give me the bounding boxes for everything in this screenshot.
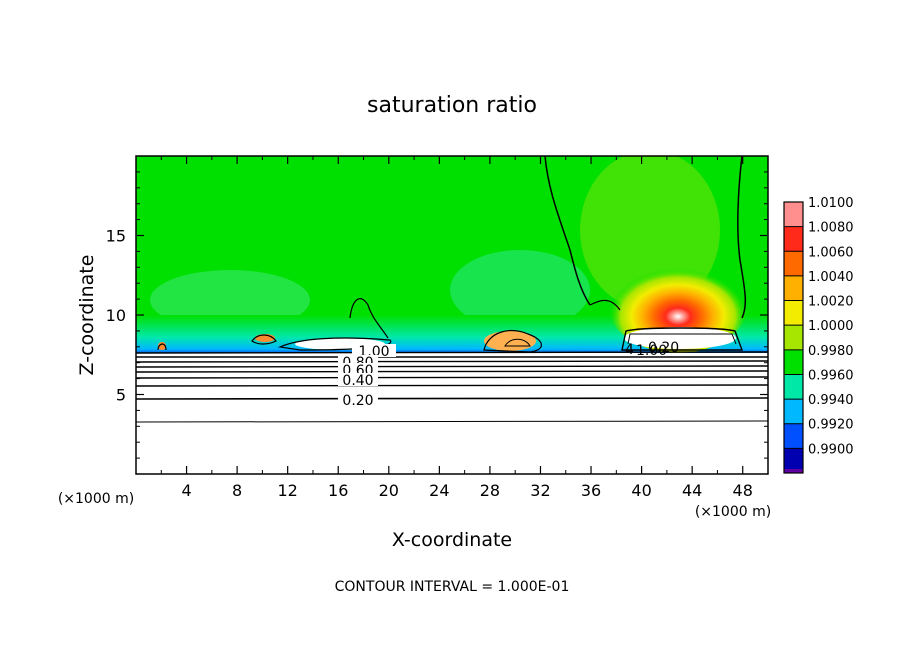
x-axis-label: X-coordinate <box>392 529 512 551</box>
contour-line <box>136 376 768 379</box>
y-axis-label: Z-coordinate <box>76 255 98 376</box>
contour-label-bg <box>338 363 378 376</box>
colorbar-label: 0.9980 <box>808 344 854 359</box>
x-tick-label: 28 <box>480 481 500 500</box>
colorbar-label: 1.0000 <box>808 319 854 334</box>
contour-label: 0.20 <box>342 393 373 409</box>
colorbar-swatch <box>784 349 803 375</box>
y-axis: 5 10 15 <box>106 171 768 459</box>
x-tick-label: 32 <box>530 481 550 500</box>
contour-line <box>136 384 768 387</box>
x-tick-label: 4 <box>181 481 191 500</box>
contour-interval-note: CONTOUR INTERVAL = 1.000E-01 <box>335 579 570 595</box>
chart-title: saturation ratio <box>367 93 537 118</box>
contour-line <box>737 156 747 319</box>
x-tick-label: 16 <box>328 481 348 500</box>
contour-line <box>483 329 542 353</box>
colorbar: 1.0100 1.0080 1.0060 1.0040 1.0020 1.0000 0.99… <box>783 196 854 474</box>
contour-line <box>136 360 768 363</box>
contour-label-bg <box>338 373 378 386</box>
x-tick-label: 12 <box>278 481 298 500</box>
colorbar-swatch <box>784 399 803 425</box>
contour-line <box>544 156 591 306</box>
contour-label: 4 <box>625 342 634 358</box>
colorbar-swatch <box>784 226 803 252</box>
colorbar-label: 1.0060 <box>808 245 854 260</box>
colorbar-swatch <box>784 469 803 473</box>
x-tick-label: 44 <box>682 481 702 500</box>
colorbar-label: 1.0100 <box>808 196 854 211</box>
x-tick-label: 36 <box>581 481 601 500</box>
colorbar-label: 0.9900 <box>808 442 854 457</box>
x-unit-right: (×1000 m) <box>695 504 771 520</box>
contour-label-bg <box>352 344 396 357</box>
contour-label: 0.40 <box>342 373 373 389</box>
colorbar-swatch <box>784 251 803 277</box>
plot-area <box>136 156 768 474</box>
x-axis: 4 8 12 16 20 24 28 32 36 40 44 48 <box>160 156 753 500</box>
y-tick-label: 5 <box>116 386 126 405</box>
contour-line <box>136 356 768 358</box>
x-tick-label: 8 <box>232 481 242 500</box>
x-tick-label: 24 <box>429 481 449 500</box>
colorbar-label: 1.0020 <box>808 295 854 310</box>
colorbar-swatch <box>784 202 803 228</box>
contour-line <box>136 365 768 368</box>
x-tick-label: 40 <box>631 481 651 500</box>
colorbar-swatch <box>784 300 803 326</box>
contour-label: 1.00 <box>636 343 667 359</box>
colorbar-label: 1.0080 <box>808 221 854 236</box>
x-tick-label: 48 <box>733 481 753 500</box>
contour-line <box>136 420 768 423</box>
field-patch <box>450 250 590 330</box>
colorbar-swatch <box>784 423 803 449</box>
colorbar-swatch <box>784 275 803 302</box>
contour-line <box>621 327 744 351</box>
y-tick-label: 10 <box>106 306 126 325</box>
y-tick-label: 15 <box>106 227 126 246</box>
colorbar-label: 1.0040 <box>808 270 854 285</box>
colorbar-swatch <box>784 325 803 351</box>
contour-line <box>349 298 389 339</box>
colorbar-label: 0.9920 <box>808 418 854 433</box>
contour-line <box>251 334 277 345</box>
x-tick-label: 20 <box>379 481 399 500</box>
contour-line <box>136 370 768 373</box>
colorbar-label: 0.9960 <box>808 368 854 383</box>
colorbar-swatch <box>784 374 803 400</box>
contour-line <box>157 343 167 351</box>
contour-label: 0.20 <box>648 340 679 356</box>
x-unit-left: (×1000 m) <box>58 491 134 507</box>
cloud-patch <box>624 327 736 349</box>
colorbar-label: 0.9940 <box>808 393 854 408</box>
subsaturated-region <box>136 353 768 474</box>
contour-label-bg <box>338 393 378 406</box>
contour-line <box>627 333 737 345</box>
colorbar-swatch <box>784 448 803 474</box>
contour-line <box>136 397 768 400</box>
contour-line <box>277 337 392 351</box>
contour-line <box>589 299 621 311</box>
contour-line <box>504 338 531 347</box>
